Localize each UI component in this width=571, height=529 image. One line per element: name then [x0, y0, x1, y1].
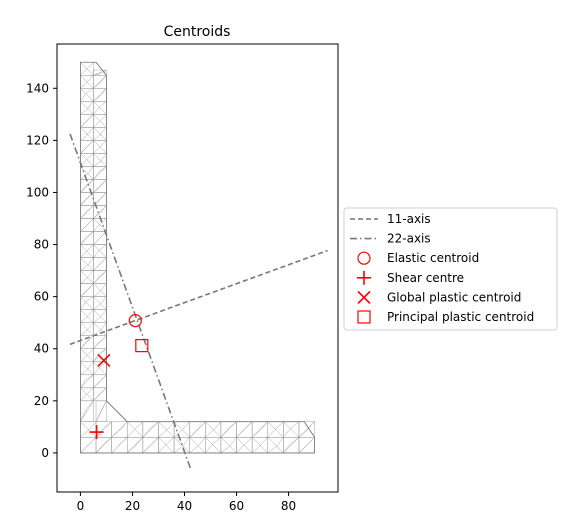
axes-layer: 0 20 40 60 80 0 20 40 60 80 100 120 140	[26, 81, 296, 513]
legend-handle-principal-plastic-centroid	[357, 310, 371, 324]
legend-handle-elastic-centroid	[357, 251, 371, 265]
marker-principal-plastic-centroid	[135, 339, 149, 353]
x-tick-label-40: 40	[177, 499, 192, 513]
y-tick-label-40: 40	[34, 342, 49, 356]
legend-label-11-axis: 11-axis	[387, 212, 431, 226]
legend: 11-axis 22-axis Elastic centroid Shear cent…	[343, 207, 558, 331]
legend-label-principal-plastic-centroid: Principal plastic centroid	[387, 310, 534, 324]
section-mesh	[80, 62, 315, 454]
legend-label-global-plastic-centroid: Global plastic centroid	[387, 290, 521, 304]
y-tick-label-0: 0	[41, 446, 49, 460]
mesh-layer	[80, 61, 315, 454]
chart-title: Centroids	[164, 24, 231, 40]
legend-label-22-axis: 22-axis	[387, 232, 431, 246]
plot-layer	[69, 133, 328, 471]
marker-elastic-centroid	[128, 314, 142, 328]
x-tick-label-80: 80	[281, 499, 296, 513]
x-tick-label-60: 60	[229, 499, 244, 513]
marker-shear-centre	[89, 425, 104, 440]
legend-label-shear-centre: Shear centre	[387, 271, 464, 285]
legend-label-elastic-centroid: Elastic centroid	[387, 251, 479, 265]
marker-global-plastic-centroid	[97, 353, 111, 368]
y-tick-label-60: 60	[34, 290, 49, 304]
legend-handle-global-plastic-centroid	[357, 290, 371, 304]
series-line-11-axis	[69, 249, 328, 346]
series-line-22-axis	[69, 133, 192, 471]
y-tick-label-80: 80	[34, 238, 49, 252]
y-tick-label-140: 140	[26, 81, 49, 95]
section-outline	[80, 61, 315, 454]
legend-box	[343, 207, 558, 331]
y-tick-label-20: 20	[34, 394, 49, 408]
plot-frame	[56, 43, 339, 493]
y-tick-label-100: 100	[26, 185, 49, 199]
x-tick-label-0: 0	[77, 499, 85, 513]
x-tick-label-20: 20	[125, 499, 140, 513]
y-tick-label-120: 120	[26, 133, 49, 147]
legend-handle-shear-centre	[357, 270, 371, 285]
